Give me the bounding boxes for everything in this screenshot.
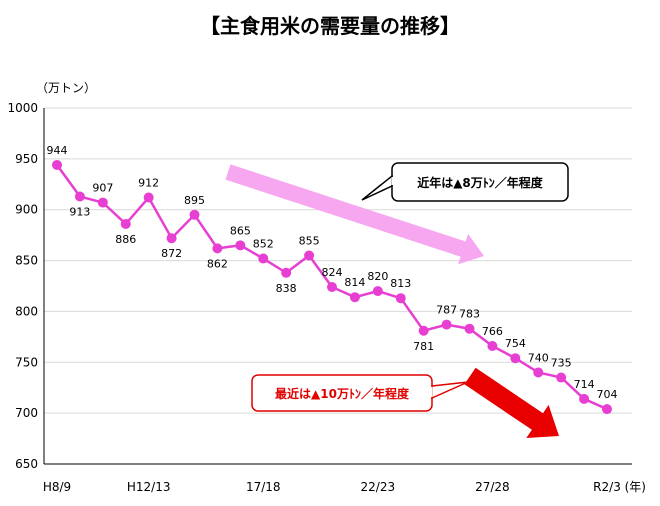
callout-latest: 最近は▲10万ﾄﾝ／年程度 — [251, 374, 469, 412]
data-label: 704 — [597, 388, 618, 401]
data-label: 872 — [161, 247, 182, 260]
data-label: 783 — [459, 308, 480, 321]
data-label: 855 — [299, 234, 320, 247]
data-label: 814 — [344, 276, 365, 289]
data-point — [97, 197, 108, 208]
data-point — [372, 286, 383, 297]
x-tick-label: H8/9 — [43, 480, 71, 494]
x-axis: H8/9 H12/13 17/18 22/23 27/28 R2/3 — [43, 480, 621, 494]
data-label: 735 — [551, 357, 572, 370]
data-label: 865 — [230, 224, 251, 237]
data-point — [304, 250, 315, 261]
data-label: 824 — [322, 266, 343, 279]
data-point — [487, 341, 498, 352]
data-point — [418, 325, 429, 336]
data-label: 912 — [138, 177, 159, 190]
data-labels: 9449139078869128728958628658528388558248… — [47, 144, 618, 401]
data-label: 838 — [276, 282, 297, 295]
callout-latest-text: 最近は▲10万ﾄﾝ／年程度 — [275, 386, 410, 401]
data-label: 852 — [253, 238, 274, 251]
data-point — [212, 243, 223, 254]
data-point — [143, 192, 154, 203]
data-label: 886 — [115, 233, 136, 246]
data-point — [235, 240, 246, 251]
data-point — [395, 293, 406, 304]
x-tick-label: H12/13 — [127, 480, 171, 494]
data-label: 781 — [413, 340, 434, 353]
x-unit-label: (年) — [625, 480, 646, 494]
trend-arrow-recent-years — [225, 164, 484, 265]
y-tick-label: 1000 — [7, 101, 38, 115]
data-label: 820 — [367, 270, 388, 283]
y-tick-label: 650 — [15, 457, 38, 471]
data-label: 813 — [390, 277, 411, 290]
data-label: 714 — [574, 378, 595, 391]
data-label: 862 — [207, 257, 228, 270]
data-point — [533, 367, 544, 378]
x-tick-label: 27/28 — [475, 480, 510, 494]
callout-recent-years-text: 近年は▲8万ﾄﾝ／年程度 — [417, 175, 544, 190]
data-point — [74, 191, 85, 202]
data-point — [510, 353, 521, 364]
x-tick-label: 17/18 — [246, 480, 281, 494]
data-point — [464, 323, 475, 334]
data-label: 913 — [69, 205, 90, 218]
y-tick-label: 750 — [15, 355, 38, 369]
data-label: 754 — [505, 337, 526, 350]
data-label: 740 — [528, 351, 549, 364]
data-label: 944 — [47, 144, 68, 157]
data-point — [189, 209, 200, 220]
data-point — [166, 233, 177, 244]
y-tick-label: 850 — [15, 254, 38, 268]
trend-arrow-latest — [464, 367, 559, 438]
data-point — [327, 282, 337, 293]
series-demand — [52, 159, 612, 415]
data-label: 907 — [92, 182, 113, 195]
data-point — [281, 267, 292, 278]
data-label: 766 — [482, 325, 503, 338]
data-point — [602, 404, 612, 415]
y-tick-label: 950 — [15, 152, 38, 166]
data-point — [441, 319, 452, 330]
data-point — [349, 292, 360, 303]
data-point — [258, 253, 269, 264]
callout-recent-years: 近年は▲8万ﾄﾝ／年程度 — [361, 162, 569, 202]
x-tick-label: 22/23 — [361, 480, 396, 494]
y-tick-label: 700 — [15, 406, 38, 420]
data-label: 787 — [436, 304, 457, 317]
y-tick-label: 900 — [15, 203, 38, 217]
data-point — [120, 218, 131, 229]
data-point — [556, 372, 567, 383]
y-tick-label: 800 — [15, 304, 38, 318]
y-unit-label: （万トン） — [36, 81, 96, 95]
chart-title: 【主食用米の需要量の推移】 — [200, 14, 460, 38]
x-tick-label: R2/3 — [593, 480, 621, 494]
data-point — [52, 159, 62, 170]
y-axis: 650 700 750 800 850 900 950 1000 — [7, 101, 45, 471]
data-label: 895 — [184, 194, 205, 207]
data-point — [579, 393, 590, 404]
